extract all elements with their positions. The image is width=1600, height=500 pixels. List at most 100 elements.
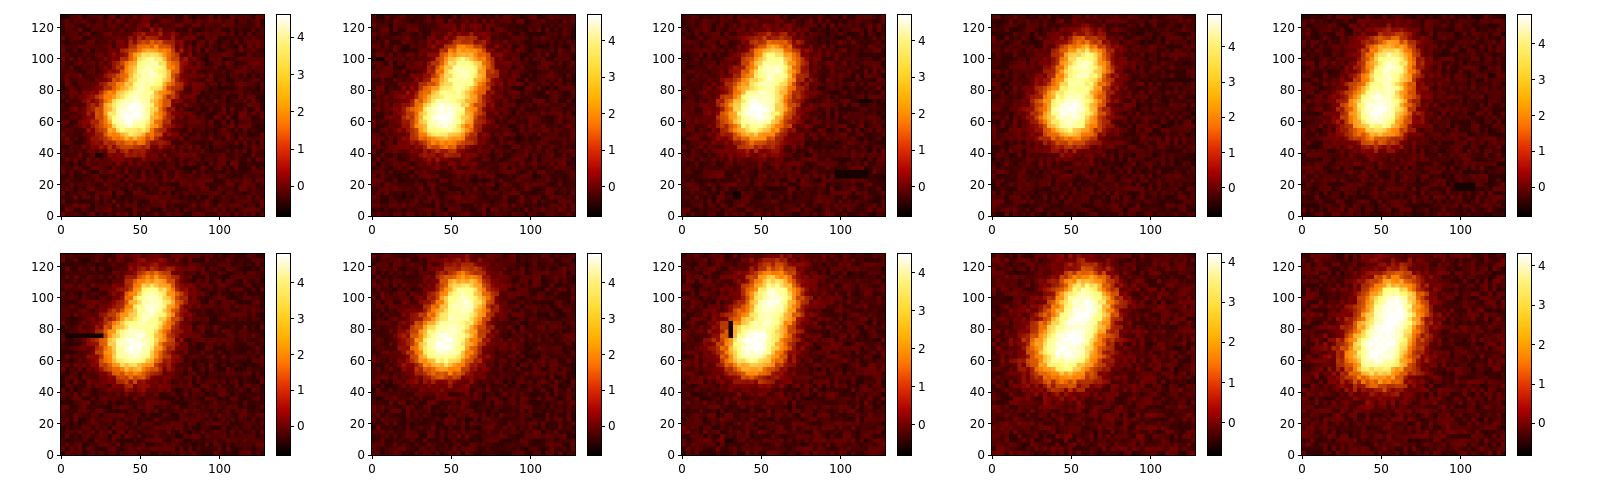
heatmap-cell <box>158 144 163 150</box>
heatmap-cell <box>494 52 500 58</box>
heatmap-cell <box>111 19 117 24</box>
heatmap-cell <box>247 44 252 49</box>
heatmap-cell <box>490 40 495 45</box>
heatmap-cell <box>380 190 385 196</box>
heatmap-cell <box>494 186 500 192</box>
heatmap-cell <box>388 82 394 87</box>
heatmap-cell <box>86 136 91 141</box>
heatmap-cell <box>187 111 193 116</box>
heatmap-cell <box>711 35 717 41</box>
heatmap-cell <box>486 65 491 70</box>
heatmap-cell <box>532 44 538 49</box>
heatmap-cell <box>175 211 180 216</box>
heatmap-cell <box>179 186 184 192</box>
heatmap-cell <box>196 23 201 28</box>
heatmap-cell <box>524 128 529 133</box>
heatmap-cell <box>490 98 495 104</box>
heatmap-cell <box>149 77 155 83</box>
heatmap-cell <box>460 65 466 70</box>
heatmap-cell <box>418 157 423 162</box>
heatmap-cell <box>477 149 483 154</box>
heatmap-cell <box>384 90 390 95</box>
heatmap-cell <box>170 94 176 99</box>
heatmap-cell <box>528 203 533 208</box>
heatmap-cell <box>175 190 180 196</box>
heatmap-cell <box>821 23 827 28</box>
heatmap-cell <box>494 203 500 208</box>
heatmap-cell <box>175 132 180 137</box>
heatmap-cell <box>422 119 428 125</box>
heatmap-cell <box>238 102 244 108</box>
heatmap-cell <box>69 102 74 108</box>
heatmap-cell <box>187 69 193 74</box>
heatmap-cell <box>94 157 100 162</box>
heatmap-cell <box>532 82 538 87</box>
heatmap-cell <box>456 211 462 216</box>
heatmap-cell <box>570 149 575 154</box>
heatmap-cell <box>490 195 495 200</box>
heatmap-cell <box>183 132 189 137</box>
heatmap-cell <box>221 61 227 66</box>
heatmap-cell <box>498 165 504 171</box>
heatmap-cell <box>221 48 227 53</box>
heatmap-cell <box>69 165 74 171</box>
heatmap-cell <box>397 149 402 154</box>
heatmap-cell <box>154 77 159 83</box>
y-tick-label: 100 <box>342 52 365 66</box>
heatmap-cell <box>690 40 695 45</box>
heatmap-cell <box>426 90 432 95</box>
heatmap-cell <box>388 203 394 208</box>
heatmap-cell <box>213 90 218 95</box>
heatmap-cell <box>137 94 142 99</box>
heatmap-cell <box>242 52 248 58</box>
heatmap-cell <box>170 52 176 58</box>
heatmap-cell <box>511 203 517 208</box>
heatmap-cell <box>65 90 70 95</box>
heatmap-cell <box>532 203 538 208</box>
heatmap-cell <box>234 15 239 20</box>
heatmap-cell <box>511 132 517 137</box>
heatmap-cell <box>259 15 264 20</box>
heatmap-cell <box>372 86 377 91</box>
heatmap-cell <box>422 90 428 95</box>
heatmap-cell <box>234 90 239 95</box>
heatmap-cell <box>448 94 453 99</box>
heatmap-cell <box>545 35 550 41</box>
heatmap-cell <box>154 132 159 137</box>
heatmap-cell <box>443 123 449 129</box>
heatmap-cell <box>431 86 436 91</box>
heatmap-cell <box>524 44 529 49</box>
heatmap-cell <box>196 169 201 175</box>
heatmap-cell <box>94 128 100 133</box>
heatmap-cell <box>204 15 210 20</box>
heatmap-cell <box>490 144 495 150</box>
heatmap-cell <box>507 111 512 116</box>
heatmap-cell <box>486 111 491 116</box>
heatmap-cell <box>503 65 508 70</box>
heatmap-cell <box>494 111 500 116</box>
heatmap-cell <box>536 48 542 53</box>
heatmap-cell <box>707 23 712 28</box>
heatmap-cell <box>162 178 167 183</box>
heatmap-cell <box>149 40 155 45</box>
heatmap-cell <box>562 157 567 162</box>
heatmap-cell <box>570 56 575 62</box>
heatmap-cell <box>204 174 210 179</box>
heatmap-cell <box>456 182 462 187</box>
heatmap-cell <box>711 27 717 32</box>
heatmap-cell <box>465 157 470 162</box>
heatmap-cell <box>494 90 500 95</box>
heatmap-cell <box>562 65 567 70</box>
heatmap-cell <box>817 15 822 20</box>
heatmap-cell <box>388 65 394 70</box>
heatmap-cell <box>558 136 563 141</box>
heatmap-cell <box>570 119 575 125</box>
heatmap-cell <box>187 149 193 154</box>
heatmap-cell <box>259 82 264 87</box>
heatmap-cell <box>414 65 419 70</box>
heatmap-cell <box>111 211 117 216</box>
heatmap-cell <box>465 149 470 154</box>
heatmap-cell <box>69 136 74 141</box>
heatmap-cell <box>242 132 248 137</box>
heatmap-cell <box>230 153 235 158</box>
